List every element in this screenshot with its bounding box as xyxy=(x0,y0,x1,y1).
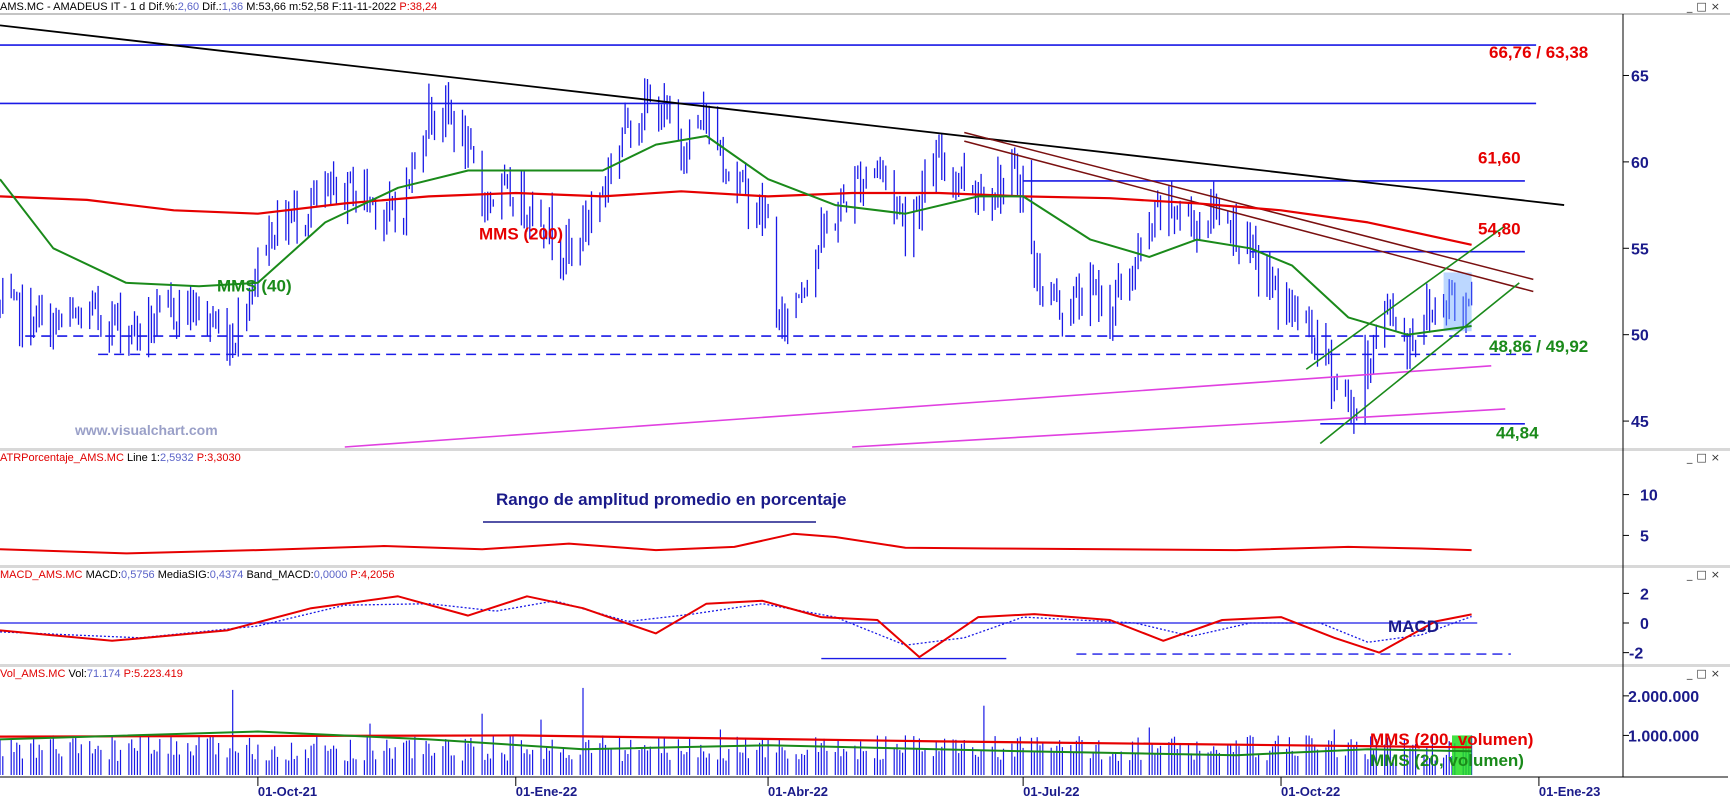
volume-mms200-line xyxy=(0,734,1472,749)
macd-tick-label: 2 xyxy=(1640,586,1649,603)
macd-tick-label: -2 xyxy=(1629,646,1643,663)
volume-mms20-label: MMS (20, volumen) xyxy=(1370,751,1524,770)
level-label-61-60: 61,60 xyxy=(1478,149,1521,168)
trendline xyxy=(964,140,1534,293)
atr-annotation: Rango de amplitud promedio en porcentaje xyxy=(496,490,846,509)
date-value: 11-11-2022 xyxy=(341,1,397,13)
volume-mms20-line xyxy=(0,730,1472,757)
macd-panel-header: MACD_AMS.MC MACD:0,5756 MediaSIG:0,4374 … xyxy=(0,569,395,581)
symbol-label: AMS.MC - AMADEUS IT - xyxy=(0,1,127,13)
last-candle-highlight xyxy=(1443,272,1472,332)
price-panel-header: AMS.MC - AMADEUS IT - 1 d Dif.%:2,60 Dif… xyxy=(0,1,438,13)
level-label-48-86-49-92: 48,86 / 49,92 xyxy=(1489,337,1588,356)
volume-indicator-name: Vol_AMS.MC xyxy=(0,668,66,680)
time-tick-label: 01-Abr-22 xyxy=(768,784,828,799)
support-line xyxy=(852,408,1506,448)
volume-panel-window-buttons[interactable]: _□× xyxy=(1686,667,1724,680)
support-line xyxy=(344,364,1492,448)
channel-line xyxy=(1305,225,1506,370)
macd-annotation: MACD xyxy=(1388,617,1439,636)
macd-p-value: 4,2056 xyxy=(360,569,395,581)
time-tick-label: 01-Jul-22 xyxy=(1023,784,1079,799)
time-tick-label: 01-Ene-23 xyxy=(1539,784,1600,799)
macd-line xyxy=(0,595,1472,659)
atr-tick-label: 10 xyxy=(1640,488,1658,505)
atr-line-value: 2,5932 xyxy=(159,452,194,464)
macd-volume-separator xyxy=(0,664,1730,667)
volume-bars xyxy=(0,687,1473,775)
level-label-54-80: 54,80 xyxy=(1478,219,1521,238)
watermark-text: www.visualchart.com xyxy=(74,422,218,438)
level-label-44-84: 44,84 xyxy=(1496,423,1539,442)
time-tick-label: 01-Ene-22 xyxy=(516,784,577,799)
price-atr-separator xyxy=(0,448,1730,451)
macd-signal-value: 0,4374 xyxy=(209,569,244,581)
atr-indicator-name: ATRPorcentaje_AMS.MC xyxy=(0,452,124,464)
atr-p-value: 3,3030 xyxy=(207,452,241,464)
trendline xyxy=(964,131,1534,281)
atr-panel-window-buttons[interactable]: _□× xyxy=(1686,451,1724,464)
time-tick-label: 01-Oct-21 xyxy=(258,784,317,799)
atr-macd-separator xyxy=(0,565,1730,568)
volume-p-value: 5.223.419 xyxy=(133,668,183,680)
p-value: 38,24 xyxy=(409,1,438,13)
last-volume-highlight xyxy=(1452,735,1472,775)
price-panel-window-buttons[interactable]: _□× xyxy=(1686,0,1724,13)
channel-line xyxy=(1319,282,1520,445)
atr-tick-label: 5 xyxy=(1640,528,1649,545)
trendline xyxy=(0,24,1565,206)
mms40-label: MMS (40) xyxy=(217,276,292,295)
price-tick-label: 45 xyxy=(1631,414,1649,431)
price-tick-label: 50 xyxy=(1631,328,1649,345)
atr-line xyxy=(0,532,1472,555)
mms200-label: MMS (200) xyxy=(479,225,563,244)
macd-tick-label: 0 xyxy=(1640,616,1649,633)
dif-value: 1,36 xyxy=(221,1,244,13)
min-value: 52,58 xyxy=(301,1,329,13)
max-value: 53,66 xyxy=(258,1,286,13)
macd-panel-window-buttons[interactable]: _□× xyxy=(1686,568,1724,581)
period-label: 1 d xyxy=(129,1,146,13)
macd-band-value: 0,0000 xyxy=(313,569,348,581)
volume-panel-header: Vol_AMS.MC Vol:71.174 P:5.223.419 xyxy=(0,668,183,680)
volume-tick-label: 1.000.000 xyxy=(1628,728,1699,745)
level-label-66-76-63-38: 66,76 / 63,38 xyxy=(1489,43,1588,62)
volume-mms200-label: MMS (200, volumen) xyxy=(1370,730,1533,749)
atr-panel-header: ATRPorcentaje_AMS.MC Line 1:2,5932 P:3,3… xyxy=(0,452,241,464)
price-tick-label: 65 xyxy=(1631,68,1649,85)
dif-pct-value: 2,60 xyxy=(177,1,200,13)
mms40-line xyxy=(0,135,1472,336)
price-tick-label: 60 xyxy=(1631,155,1649,172)
price-tick-label: 55 xyxy=(1631,241,1649,258)
mms200-line xyxy=(0,190,1472,246)
volume-value: 71.174 xyxy=(86,668,121,680)
volume-tick-label: 2.000.000 xyxy=(1628,689,1699,706)
candlestick-series xyxy=(0,78,1473,434)
macd-indicator-name: MACD_AMS.MC xyxy=(0,569,83,581)
time-tick-label: 01-Oct-22 xyxy=(1281,784,1340,799)
macd-value: 0,5756 xyxy=(121,569,155,581)
